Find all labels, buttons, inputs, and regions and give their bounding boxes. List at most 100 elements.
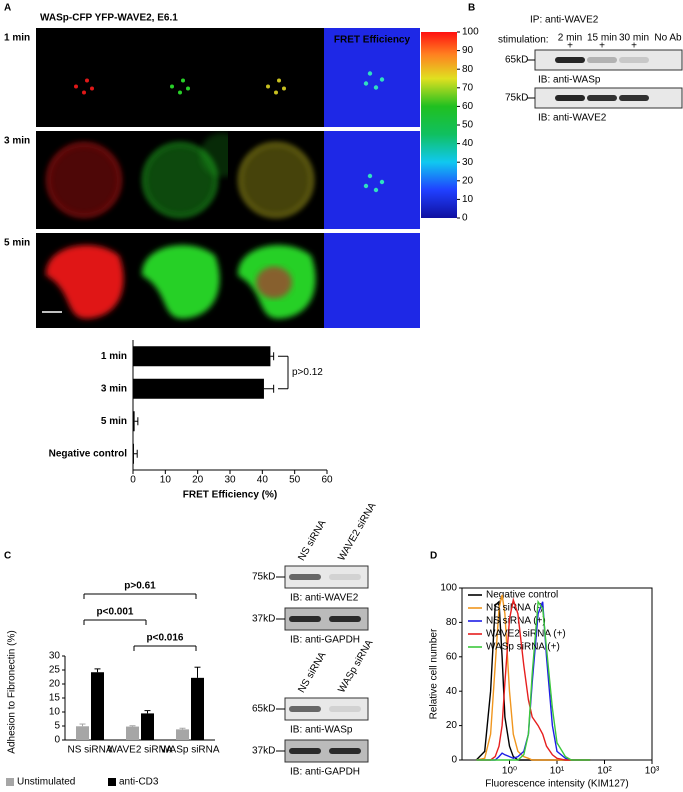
panel-label: B (468, 3, 475, 14)
colorbar-tick-label: 30 (462, 157, 474, 168)
marker: 75kD (252, 572, 275, 583)
x-tick-label: 40 (257, 475, 269, 486)
colorbar-tick-label: 100 (462, 27, 479, 38)
column-header: YFP-WAVE2 (151, 35, 208, 46)
fret-spot (363, 183, 369, 189)
overlap (256, 266, 292, 299)
cell (144, 144, 216, 216)
spot (82, 90, 86, 95)
legend-swatch (108, 778, 116, 786)
y-tick-label: 1 min (101, 351, 127, 362)
row-label: 3 min (4, 136, 30, 147)
panel-label: A (4, 3, 11, 14)
spot (74, 84, 78, 89)
legend-label: WASp siRNA (+) (486, 642, 560, 653)
y-tick-label: 5 min (101, 416, 127, 427)
series-line (476, 599, 591, 761)
column-header: FRET Efficiency (334, 35, 411, 46)
bar (91, 672, 104, 740)
band (619, 57, 649, 63)
legend-label: Unstimulated (17, 777, 75, 788)
column-header: Overlay (258, 35, 295, 46)
colorbar-tick-label: 0 (462, 213, 468, 224)
colorbar-tick-label: 60 (462, 101, 474, 112)
cell (240, 144, 312, 216)
cell (141, 245, 220, 319)
cell (48, 144, 120, 216)
colorbar-tick-label: 40 (462, 138, 474, 149)
legend-swatch (6, 778, 14, 786)
marker: 37kD (252, 614, 275, 625)
y-tick-label: 60 (446, 651, 458, 662)
lane-time: 2 min (558, 33, 582, 44)
x-tick-label: 10¹ (550, 766, 565, 777)
marker: 37kD (252, 746, 275, 757)
bar (133, 378, 264, 399)
spot (90, 86, 94, 91)
fret-spot (367, 71, 373, 76)
x-tick-label: 10² (597, 766, 612, 777)
band (619, 95, 649, 101)
blot-label: IB: anti-WASp (290, 725, 353, 736)
x-tick-label: 10³ (645, 766, 660, 777)
cell-edge (142, 142, 218, 218)
series-line (476, 597, 591, 761)
fret-spot (363, 81, 369, 86)
panel-label: D (430, 551, 437, 562)
band (329, 574, 361, 580)
colorbar-tick-label: 20 (462, 175, 474, 186)
blot-label: IB: anti-WASp (538, 75, 601, 86)
x-axis-label: FRET Efficiency (%) (183, 490, 277, 501)
lane-stim: + (631, 41, 637, 52)
image-cell (324, 131, 420, 229)
band (289, 748, 321, 754)
fret-spot (373, 187, 379, 193)
colorbar-tick-label: 10 (462, 194, 474, 205)
spot (282, 86, 286, 91)
y-tick-label: 10 (49, 707, 61, 718)
scale-bar-label: 5μm (41, 315, 61, 326)
y-tick-label: 100 (440, 583, 457, 594)
cell-edge (46, 142, 122, 218)
lane-stim: + (567, 41, 573, 52)
y-tick-label: 20 (49, 679, 61, 690)
y-tick-label: 15 (49, 693, 61, 704)
x-axis-label: Fluorescence intensity (KIM127) (485, 779, 628, 790)
image-cell (228, 28, 324, 127)
y-tick-label: Negative control (49, 448, 128, 459)
blot-label: IB: anti-GAPDH (290, 635, 360, 646)
marker: 65kD (505, 55, 528, 66)
x-tick-label: 0 (130, 475, 136, 486)
panel-a-title: WASp-CFP YFP-WAVE2, E6.1 (40, 13, 178, 24)
band (329, 616, 361, 622)
y-tick-label: 20 (446, 720, 458, 731)
y-axis-label: Relative cell number (429, 628, 440, 719)
band (329, 706, 361, 712)
y-tick-label: 0 (54, 735, 60, 746)
blot-label: IB: anti-GAPDH (290, 767, 360, 778)
legend-label: anti-CD3 (119, 777, 159, 788)
band (289, 616, 321, 622)
annotation: p<0.016 (147, 633, 184, 644)
bar (133, 443, 134, 464)
x-tick-label: WAVE2 siRNA (107, 745, 172, 756)
bar (133, 346, 271, 367)
spot (85, 78, 89, 83)
spot (181, 78, 185, 83)
band (555, 57, 585, 63)
blot-label: IB: anti-WAVE2 (538, 113, 607, 124)
y-tick-label: 30 (49, 651, 61, 662)
band (587, 57, 617, 63)
blot-label: IB: anti-WAVE2 (290, 593, 359, 604)
legend-label: NS siRNA (-) (486, 603, 543, 614)
row-label: 5 min (4, 238, 30, 249)
cell-edge (238, 142, 314, 218)
lane-header: NS siRNA (296, 650, 328, 695)
cell (45, 245, 124, 319)
lane-time: 15 min (587, 33, 617, 44)
bar (176, 729, 189, 740)
y-axis-label: Adhesion to Fibronectin (%) (7, 630, 18, 753)
bar (191, 677, 204, 740)
x-tick-label: 30 (224, 475, 236, 486)
